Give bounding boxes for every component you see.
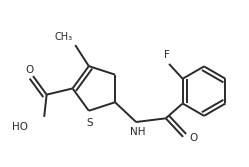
Text: NH: NH: [129, 127, 145, 137]
Text: F: F: [164, 50, 170, 60]
Text: O: O: [189, 133, 197, 143]
Text: HO: HO: [12, 122, 28, 132]
Text: CH₃: CH₃: [55, 32, 73, 42]
Text: S: S: [87, 118, 93, 128]
Text: O: O: [25, 65, 33, 75]
